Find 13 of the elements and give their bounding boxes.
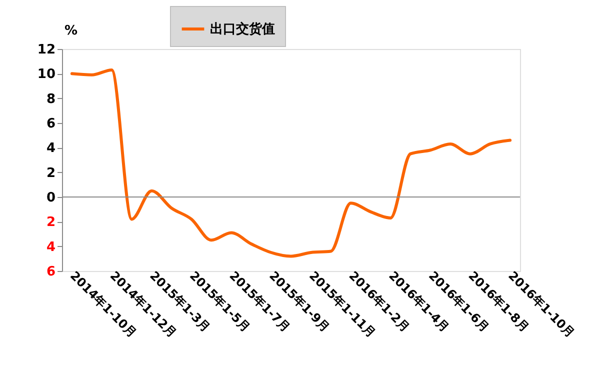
y-tick-label: 12 bbox=[37, 42, 56, 58]
y-tick-label: 6 bbox=[46, 116, 56, 132]
y-tick-label: 2 bbox=[46, 166, 56, 181]
y-tick-label: 6 bbox=[46, 264, 56, 280]
y-tick-label: 4 bbox=[46, 240, 56, 255]
y-axis-title: % bbox=[64, 24, 78, 38]
y-tick-label: 0 bbox=[46, 190, 56, 206]
legend-label: 出口交货值 bbox=[210, 21, 275, 37]
y-tick-label: 4 bbox=[46, 141, 56, 156]
y-tick-label: 10 bbox=[37, 67, 56, 82]
y-tick-label: 2 bbox=[46, 215, 56, 230]
line-series bbox=[70, 68, 512, 258]
y-tick-label: 8 bbox=[46, 92, 56, 107]
